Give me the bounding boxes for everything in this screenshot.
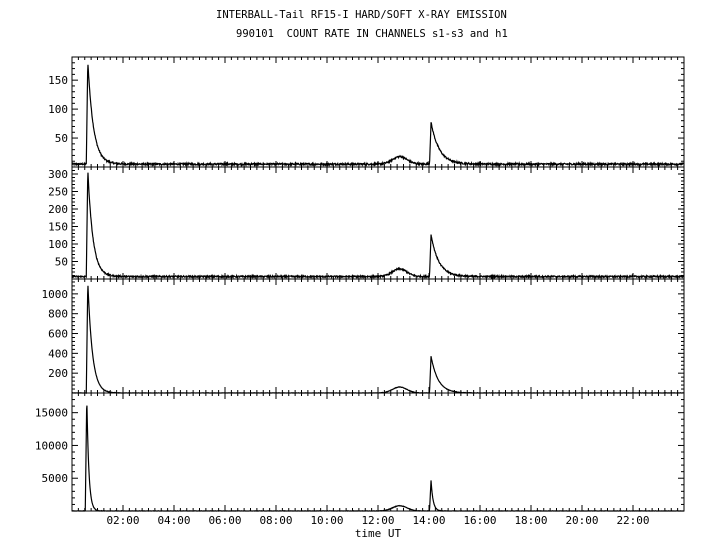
x-tick-label: 06:00 <box>208 514 241 527</box>
x-tick-label: 14:00 <box>412 514 445 527</box>
x-tick-label: 18:00 <box>514 514 547 527</box>
y-tick-label-s2: 150 <box>48 221 68 234</box>
x-tick-label: 04:00 <box>157 514 190 527</box>
y-tick-label-s1: 150 <box>48 74 68 87</box>
series-line-s2 <box>71 172 685 280</box>
panel-frame-s3 <box>71 278 685 394</box>
panel-frame-s2 <box>71 166 685 280</box>
chart-title: INTERBALL-Tail RF15-I HARD/SOFT X-RAY EM… <box>216 9 507 21</box>
y-tick-label-s2: 200 <box>48 203 68 216</box>
series-line-h1 <box>72 405 684 512</box>
x-tick-label: 10:00 <box>310 514 343 527</box>
x-tick-label: 08:00 <box>259 514 292 527</box>
y-tick-label-s3: 200 <box>48 367 68 380</box>
x-tick-label: 20:00 <box>565 514 598 527</box>
chart-subtitle: 990101 COUNT RATE IN CHANNELS s1-s3 and … <box>236 28 508 40</box>
panel-frame-h1 <box>71 392 685 512</box>
y-tick-label-s3: 400 <box>48 347 68 360</box>
y-tick-label-s1: 100 <box>48 103 68 116</box>
y-tick-label-s1: 50 <box>55 132 68 145</box>
y-tick-label-s3: 600 <box>48 328 68 341</box>
y-tick-label-s3: 1000 <box>42 288 69 301</box>
panel-frame-s1 <box>71 56 685 168</box>
y-tick-label-h1: 10000 <box>35 439 68 452</box>
x-tick-label: 12:00 <box>361 514 394 527</box>
x-tick-label: 16:00 <box>463 514 496 527</box>
y-tick-label-s2: 250 <box>48 186 68 199</box>
y-tick-label-h1: 5000 <box>42 472 69 485</box>
series-line-s3 <box>72 285 685 394</box>
y-tick-label-s2: 300 <box>48 168 68 181</box>
y-tick-label-s3: 800 <box>48 308 68 321</box>
x-axis-label: time UT <box>355 527 402 540</box>
y-tick-label-s2: 50 <box>55 256 68 269</box>
y-tick-label-s2: 100 <box>48 238 68 251</box>
x-tick-label: 02:00 <box>106 514 139 527</box>
series-line-s1 <box>71 64 685 168</box>
x-tick-label: 22:00 <box>616 514 649 527</box>
y-tick-label-h1: 15000 <box>35 407 68 420</box>
